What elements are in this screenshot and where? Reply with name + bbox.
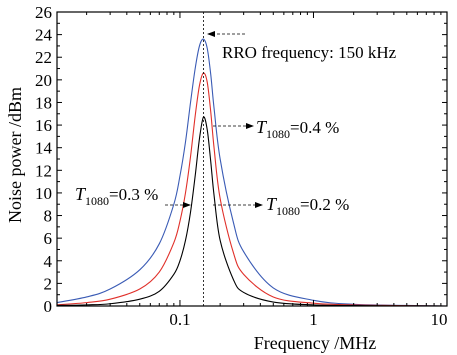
t02-label: T1080=0.2 % — [266, 194, 349, 218]
series-line-0 — [56, 38, 448, 307]
y-tick-label: 8 — [44, 207, 53, 226]
t02-sub: 1080 — [276, 204, 300, 218]
y-tick-label: 20 — [35, 71, 52, 90]
y-tick-label: 12 — [35, 161, 52, 180]
y-tick-label: 2 — [44, 274, 53, 293]
y-tick-label: 6 — [44, 229, 53, 248]
y-tick-label: 14 — [35, 139, 53, 158]
t02-var: T — [266, 194, 278, 214]
x-axis-title: Frequency /MHz — [254, 333, 376, 353]
y-tick-label: 16 — [35, 116, 52, 135]
t04-sub: 1080 — [266, 127, 290, 141]
t03-var: T — [75, 184, 87, 204]
y-tick-label: 26 — [35, 3, 52, 22]
y-axis-title: Noise power /dBm — [5, 87, 25, 223]
y-tick-label: 4 — [44, 252, 53, 271]
series-layer — [56, 38, 448, 307]
x-tick-label: 10 — [431, 310, 448, 329]
t03-val: =0.3 % — [109, 185, 158, 204]
y-tick-label: 24 — [35, 26, 53, 45]
t04-val: =0.4 % — [290, 118, 339, 137]
y-tick-label: 18 — [35, 93, 52, 112]
x-tick-label: 0.1 — [169, 310, 190, 329]
t04-var: T — [256, 117, 268, 137]
t03-sub: 1080 — [85, 194, 109, 208]
y-tick-label: 22 — [35, 48, 52, 67]
t04-label: T1080=0.4 % — [256, 117, 339, 141]
t02-val: =0.2 % — [300, 195, 349, 214]
t03-label: T1080=0.3 % — [75, 184, 158, 208]
series-line-2 — [56, 116, 448, 307]
y-tick-label: 0 — [44, 297, 53, 316]
y-tick-label: 10 — [35, 184, 52, 203]
x-tick-label: 1 — [309, 310, 318, 329]
rro-label: RRO frequency: 150 kHz — [222, 43, 397, 62]
